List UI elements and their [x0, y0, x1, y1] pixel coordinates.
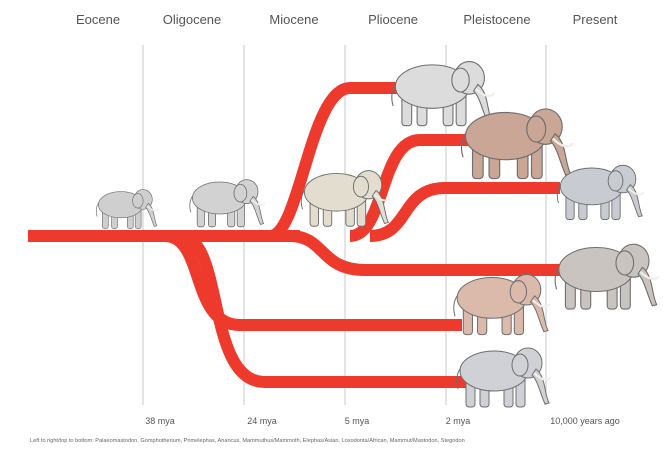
- branch: [268, 82, 398, 242]
- branch: [289, 230, 560, 276]
- epoch-label: Oligocene: [163, 12, 222, 27]
- epoch-label: Miocene: [269, 12, 318, 27]
- branch: [369, 182, 560, 242]
- asian-elephant: [556, 164, 645, 221]
- branch: [178, 230, 492, 388]
- caption: Left to right/top to bottom: Palaeomasto…: [30, 438, 465, 444]
- branch: [164, 230, 462, 331]
- branch: [348, 134, 470, 242]
- epoch-label: Pleistocene: [463, 12, 530, 27]
- stegodon: [455, 347, 552, 408]
- time-label: 2 mya: [446, 416, 471, 426]
- time-label: 24 mya: [247, 416, 277, 426]
- mastodon: [452, 273, 551, 336]
- epoch-label: Pliocene: [368, 12, 418, 27]
- time-label: 5 mya: [345, 416, 370, 426]
- african-elephant: [553, 243, 660, 311]
- palaeomastodon: [95, 188, 159, 230]
- lineage-branches: [28, 82, 560, 388]
- anancus: [390, 60, 496, 127]
- time-label: 10,000 years ago: [550, 416, 620, 426]
- mammoth: [460, 107, 574, 180]
- epoch-label: Present: [573, 12, 618, 27]
- epoch-label: Eocene: [76, 12, 120, 27]
- gomphotherium: [188, 178, 267, 228]
- time-label: 38 mya: [145, 416, 175, 426]
